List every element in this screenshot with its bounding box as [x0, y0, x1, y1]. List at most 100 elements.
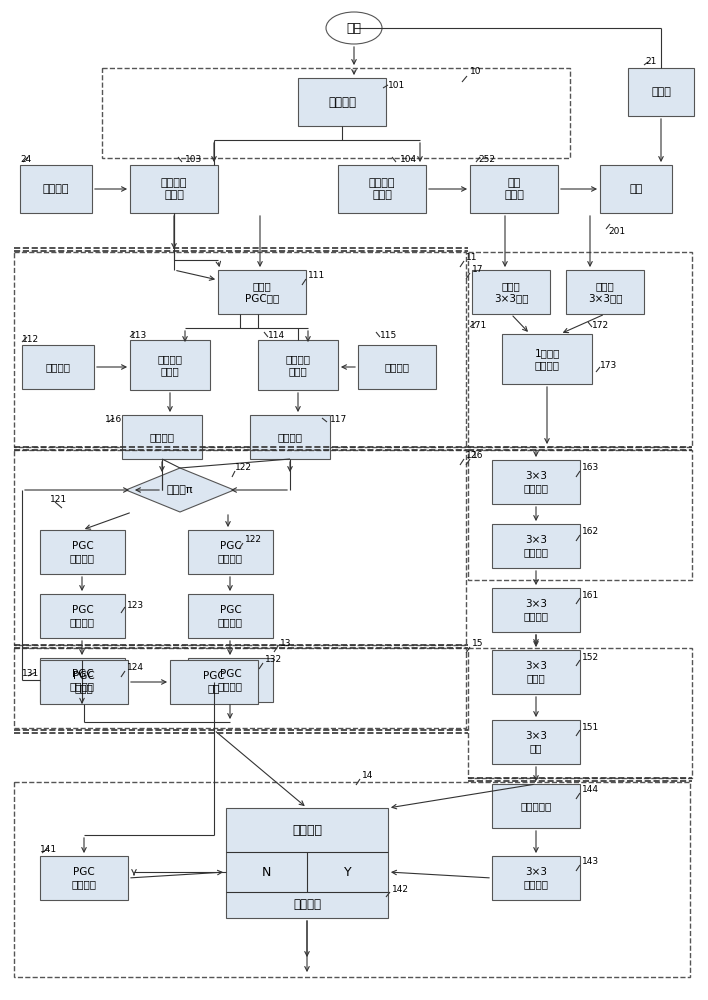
Text: 117: 117 — [330, 416, 347, 424]
Bar — [338, 165, 426, 213]
Text: 141: 141 — [40, 846, 57, 854]
Bar — [468, 648, 692, 778]
Bar — [40, 856, 128, 900]
Text: 13: 13 — [280, 639, 292, 648]
Bar — [20, 165, 92, 213]
Text: 163: 163 — [582, 464, 599, 473]
Bar — [468, 252, 692, 447]
Text: 开始: 开始 — [346, 21, 362, 34]
Bar — [188, 658, 273, 702]
Text: 数据采集
子模块: 数据采集 子模块 — [161, 178, 187, 200]
Text: 114: 114 — [268, 330, 285, 340]
Text: 16: 16 — [472, 452, 484, 460]
Bar — [600, 165, 672, 213]
Text: 171: 171 — [470, 320, 487, 330]
Text: 光源: 光源 — [629, 184, 643, 194]
Bar — [258, 340, 338, 390]
Text: 173: 173 — [600, 360, 617, 369]
Text: PGC
椭圆矩阵: PGC 椭圆矩阵 — [70, 541, 95, 563]
Text: 光源
调制器: 光源 调制器 — [504, 178, 524, 200]
Bar — [40, 660, 128, 704]
Text: 101: 101 — [388, 81, 405, 90]
Text: 12: 12 — [466, 452, 477, 460]
Text: 112: 112 — [22, 336, 39, 344]
Text: 113: 113 — [130, 330, 147, 340]
Bar — [492, 588, 580, 632]
Bar — [226, 808, 388, 918]
Bar — [492, 460, 580, 504]
Bar — [40, 594, 125, 638]
Bar — [170, 660, 258, 704]
Text: PGC
查表: PGC 查表 — [203, 671, 225, 693]
Text: 162: 162 — [582, 528, 599, 536]
Bar — [628, 68, 694, 116]
Text: 116: 116 — [105, 416, 122, 424]
Text: 载波输出
子模块: 载波输出 子模块 — [369, 178, 395, 200]
Bar — [218, 270, 306, 314]
Bar — [502, 334, 592, 384]
Bar — [14, 648, 466, 728]
Text: 幅度＞π: 幅度＞π — [167, 485, 193, 495]
Bar — [102, 68, 570, 158]
Text: 3×3
查表: 3×3 查表 — [525, 731, 547, 753]
Bar — [358, 345, 436, 389]
Text: 142: 142 — [392, 886, 409, 894]
Text: 第一锁相
子模块: 第一锁相 子模块 — [157, 354, 183, 376]
Text: 数据判定: 数据判定 — [292, 824, 322, 836]
Text: 131: 131 — [22, 670, 39, 678]
Text: 21: 21 — [645, 57, 656, 66]
Text: 123: 123 — [127, 600, 144, 609]
Text: 172: 172 — [592, 320, 609, 330]
Text: 201: 201 — [608, 228, 625, 236]
Text: 252: 252 — [478, 155, 495, 164]
Text: 122: 122 — [235, 464, 252, 473]
Text: 低通滤波器: 低通滤波器 — [520, 801, 552, 811]
Text: PGC
数据校正: PGC 数据校正 — [218, 669, 243, 691]
Text: 第二路
3×3信号: 第二路 3×3信号 — [588, 281, 622, 303]
Bar — [492, 650, 580, 694]
Text: 24: 24 — [20, 155, 31, 164]
Text: 103: 103 — [185, 155, 202, 164]
Bar — [130, 165, 218, 213]
Text: 第一路
PGC信号: 第一路 PGC信号 — [245, 281, 279, 303]
Bar — [492, 524, 580, 568]
Text: 11: 11 — [466, 253, 477, 262]
Text: 放大电路: 放大电路 — [42, 184, 69, 194]
Text: 15: 15 — [472, 640, 484, 648]
Bar — [468, 450, 692, 580]
Text: 132: 132 — [265, 656, 282, 664]
Bar — [566, 270, 644, 314]
Text: 115: 115 — [380, 330, 397, 340]
Text: 10: 10 — [470, 68, 481, 77]
Text: PGC
反正切: PGC 反正切 — [73, 671, 95, 693]
Text: 121: 121 — [50, 495, 67, 504]
Text: 111: 111 — [308, 271, 325, 280]
Text: PGC
椭圆参数: PGC 椭圆参数 — [70, 605, 95, 627]
Bar — [14, 782, 690, 977]
Bar — [492, 784, 580, 828]
Bar — [14, 252, 466, 447]
Text: 3×3
反正切: 3×3 反正切 — [525, 661, 547, 683]
Text: 3×3
数据缓存: 3×3 数据缓存 — [523, 867, 549, 889]
Text: 104: 104 — [400, 155, 417, 164]
Bar — [40, 530, 125, 574]
Text: PGC
椭圆参数: PGC 椭圆参数 — [218, 605, 243, 627]
Text: 17: 17 — [472, 265, 484, 274]
Text: 同步启动: 同步启动 — [328, 96, 356, 108]
Text: 152: 152 — [582, 652, 599, 662]
Text: 第二锁相
子模块: 第二锁相 子模块 — [285, 354, 311, 376]
Bar — [22, 345, 94, 389]
Bar — [250, 415, 330, 459]
Polygon shape — [126, 468, 234, 512]
Text: 3×3
数据校正: 3×3 数据校正 — [523, 599, 549, 621]
Bar — [492, 720, 580, 764]
Text: Y: Y — [343, 865, 351, 879]
Text: PGC
数据缓存: PGC 数据缓存 — [72, 867, 96, 889]
Text: PGC
椭圆矩阵: PGC 椭圆矩阵 — [218, 541, 243, 563]
Text: 1个载波
周期数据: 1个载波 周期数据 — [535, 348, 560, 370]
Bar — [40, 658, 125, 702]
Text: 3×3
椭圆矩阵: 3×3 椭圆矩阵 — [523, 471, 549, 493]
Text: 正弦分量: 正弦分量 — [149, 432, 174, 442]
Text: 161: 161 — [582, 590, 599, 599]
Bar — [130, 340, 210, 390]
